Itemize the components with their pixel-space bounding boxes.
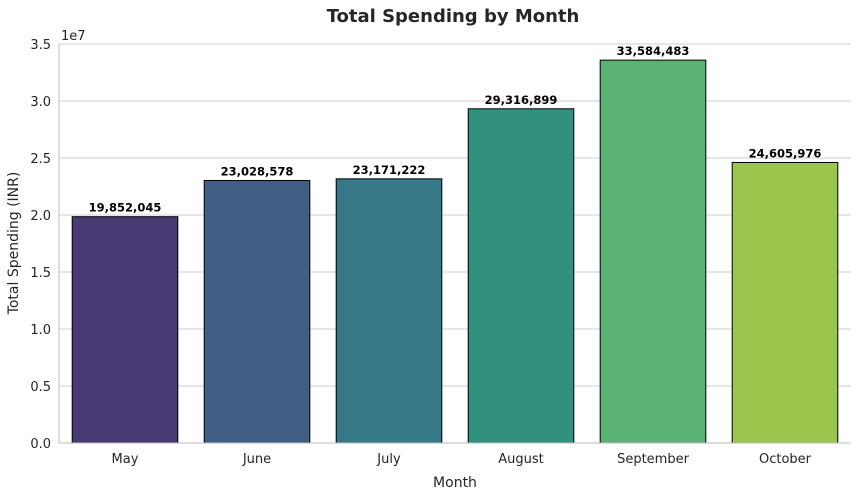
y-tick-labels: 0.0 0.5 1.0 1.5 2.0 2.5 3.0 3.5	[30, 38, 51, 452]
axes	[58, 44, 851, 444]
x-tick-label: September	[617, 452, 690, 467]
y-tick-label: 2.5	[30, 152, 51, 167]
y-tick-label: 0.0	[30, 437, 51, 452]
y-tick-label: 0.5	[30, 380, 51, 395]
y-tick-label: 1.5	[30, 266, 51, 281]
y-tick-label: 1.0	[30, 323, 51, 338]
x-tick-label: May	[112, 452, 139, 467]
x-tick-label: August	[498, 452, 544, 467]
bar-july	[335, 178, 443, 444]
chart-title: Total Spending by Month	[327, 6, 580, 27]
y-offset-label: 1e7	[61, 29, 86, 44]
x-tick-label: October	[759, 452, 812, 467]
bar-value-label: 19,852,045	[89, 201, 162, 215]
bar-value-label: 23,171,222	[353, 163, 426, 177]
bar-value-label: 23,028,578	[221, 164, 294, 178]
bar-september	[599, 59, 707, 444]
gridlines	[59, 43, 851, 444]
x-tick-label: June	[242, 452, 271, 467]
x-tick-label: July	[376, 452, 401, 467]
bars	[71, 59, 839, 444]
bar-june	[203, 179, 311, 444]
y-axis-label: Total Spending (INR)	[6, 172, 22, 316]
y-tick-label: 2.0	[30, 209, 51, 224]
bar-value-labels: 19,852,045 23,028,578 23,171,222 29,316,899…	[89, 44, 822, 215]
y-tick-label: 3.5	[30, 38, 51, 53]
bar-value-label: 33,584,483	[617, 44, 690, 58]
bar-value-label: 24,605,976	[749, 146, 822, 160]
y-tick-label: 3.0	[30, 95, 51, 110]
x-tick-labels: May June July August September October	[112, 452, 812, 467]
bar-august	[467, 108, 575, 444]
bar-value-label: 29,316,899	[485, 93, 558, 107]
bar-may	[71, 216, 179, 444]
x-axis-label: Month	[433, 475, 477, 491]
bar-october	[731, 161, 839, 444]
